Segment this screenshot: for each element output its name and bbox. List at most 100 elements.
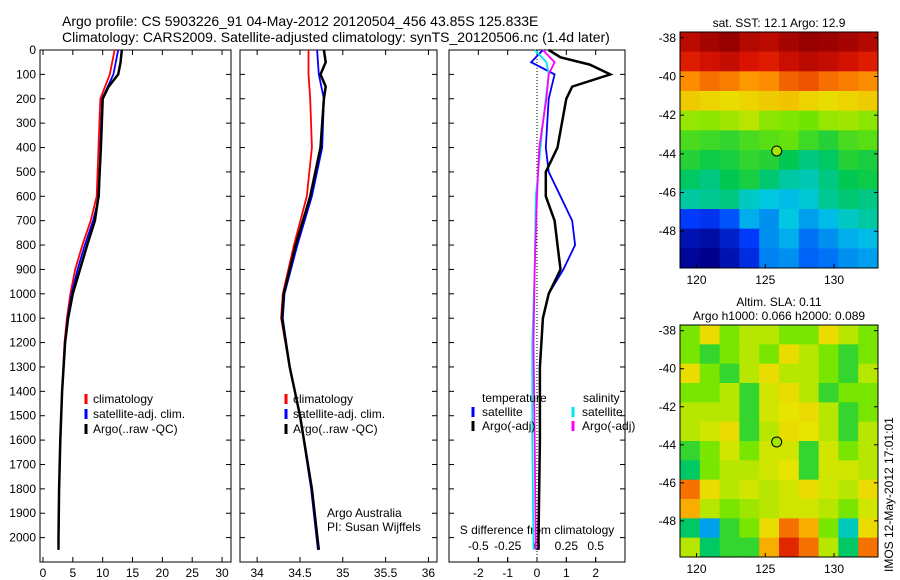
map-cell: [759, 169, 780, 190]
map-cell: [818, 150, 839, 171]
map-cell: [858, 344, 879, 365]
map-cell: [719, 344, 740, 365]
map-cell: [798, 441, 820, 461]
legend-label: satellite-adj. clim.: [293, 407, 385, 421]
y-tick-label: 900: [16, 262, 36, 276]
map-cell: [680, 150, 701, 171]
map-cell: [838, 71, 859, 92]
map-cell: [779, 32, 800, 53]
map-cell: [719, 32, 740, 53]
x-tick-label: 130: [824, 562, 844, 576]
map-cell: [759, 499, 780, 519]
y-tick-label: 0: [29, 43, 36, 57]
map-cell: [858, 441, 879, 461]
map-cell: [680, 441, 701, 461]
map-cell: [680, 51, 701, 72]
map-cell: [739, 421, 760, 442]
map-cell: [858, 71, 879, 92]
map-cell: [739, 228, 760, 249]
map-title: Altim. SLA: 0.11: [736, 295, 821, 309]
map-cell: [680, 363, 701, 384]
map-cell: [759, 402, 780, 423]
map-cell: [739, 363, 760, 384]
title-line-2: Climatology: CARS2009. Satellite-adjuste…: [62, 29, 610, 45]
legend-label: satellite: [482, 405, 523, 419]
series-line-climatology: [280, 50, 320, 550]
map-cell: [739, 32, 760, 53]
map-cell: [798, 248, 820, 269]
map-cell: [858, 383, 879, 403]
map-cell: [779, 460, 800, 481]
map-cell: [719, 150, 740, 171]
map-cell: [680, 402, 701, 423]
legend-label: satellite: [582, 405, 623, 419]
map-cell: [818, 91, 839, 112]
map-cell: [798, 344, 820, 365]
y-tick-label: 1600: [9, 433, 36, 447]
map-cell: [818, 499, 839, 519]
map-cell: [699, 441, 721, 461]
map-cell: [699, 344, 721, 365]
map-cell: [818, 441, 839, 461]
x-tick-label: 125: [755, 562, 775, 576]
map-cell: [838, 441, 859, 461]
map-cell: [759, 130, 780, 151]
map-cell: [838, 499, 859, 519]
series-line-t-argo-adj-: [537, 48, 614, 550]
map-cell: [858, 209, 879, 230]
y-tick-label: -38: [659, 324, 677, 338]
map-cell: [739, 248, 760, 269]
map-cell: [719, 460, 740, 481]
map-cell: [818, 189, 839, 210]
map-cell: [739, 209, 760, 230]
map-cell: [838, 32, 859, 53]
x-tick-label: 1: [563, 566, 570, 580]
x-tick-label: 34.5: [288, 566, 312, 580]
series-line-argo-raw-qc-: [280, 49, 327, 550]
map-cell: [759, 344, 780, 365]
y-tick-label: -48: [659, 224, 677, 238]
map-cell: [818, 421, 839, 442]
map-cell: [719, 421, 740, 442]
map-cell: [818, 130, 839, 151]
x-tick-label: 35.5: [374, 566, 398, 580]
y-tick-label: 300: [16, 116, 36, 130]
map-cell: [779, 344, 800, 365]
map-cell: [838, 325, 859, 345]
map-cell: [719, 248, 740, 269]
map-cell: [798, 363, 820, 384]
legend-label: Argo(..raw -QC): [293, 422, 378, 436]
map-cell: [699, 499, 721, 519]
map-cell: [699, 325, 721, 345]
map-cell: [759, 91, 780, 112]
argo-position-marker: [771, 145, 783, 157]
map-cell: [680, 209, 701, 230]
map-cell: [719, 189, 740, 210]
map-cell: [759, 537, 780, 558]
y-tick-label: 700: [16, 214, 36, 228]
map-cell: [838, 189, 859, 210]
map-cell: [759, 209, 780, 230]
map-cell: [858, 479, 879, 500]
map-cell: [818, 228, 839, 249]
y-tick-label: -44: [659, 147, 677, 161]
map-cell: [858, 499, 879, 519]
map-cell: [818, 32, 839, 53]
map-cell: [739, 189, 760, 210]
map-cell: [818, 169, 839, 190]
map-cell: [680, 421, 701, 442]
x-tick-label: 120: [686, 273, 706, 287]
x-tick-label: 30: [215, 566, 229, 580]
map-cell: [699, 32, 721, 53]
map-cell: [680, 499, 701, 519]
map-cell: [680, 344, 701, 365]
map-cell: [680, 537, 701, 558]
y-tick-label: -40: [659, 362, 677, 376]
map-cell: [779, 91, 800, 112]
x-tick-label: 15: [126, 566, 140, 580]
legend-label: climatology: [93, 392, 153, 406]
y-tick-label: 500: [16, 165, 36, 179]
y-tick-label: 600: [16, 189, 36, 203]
map-cell: [719, 91, 740, 112]
